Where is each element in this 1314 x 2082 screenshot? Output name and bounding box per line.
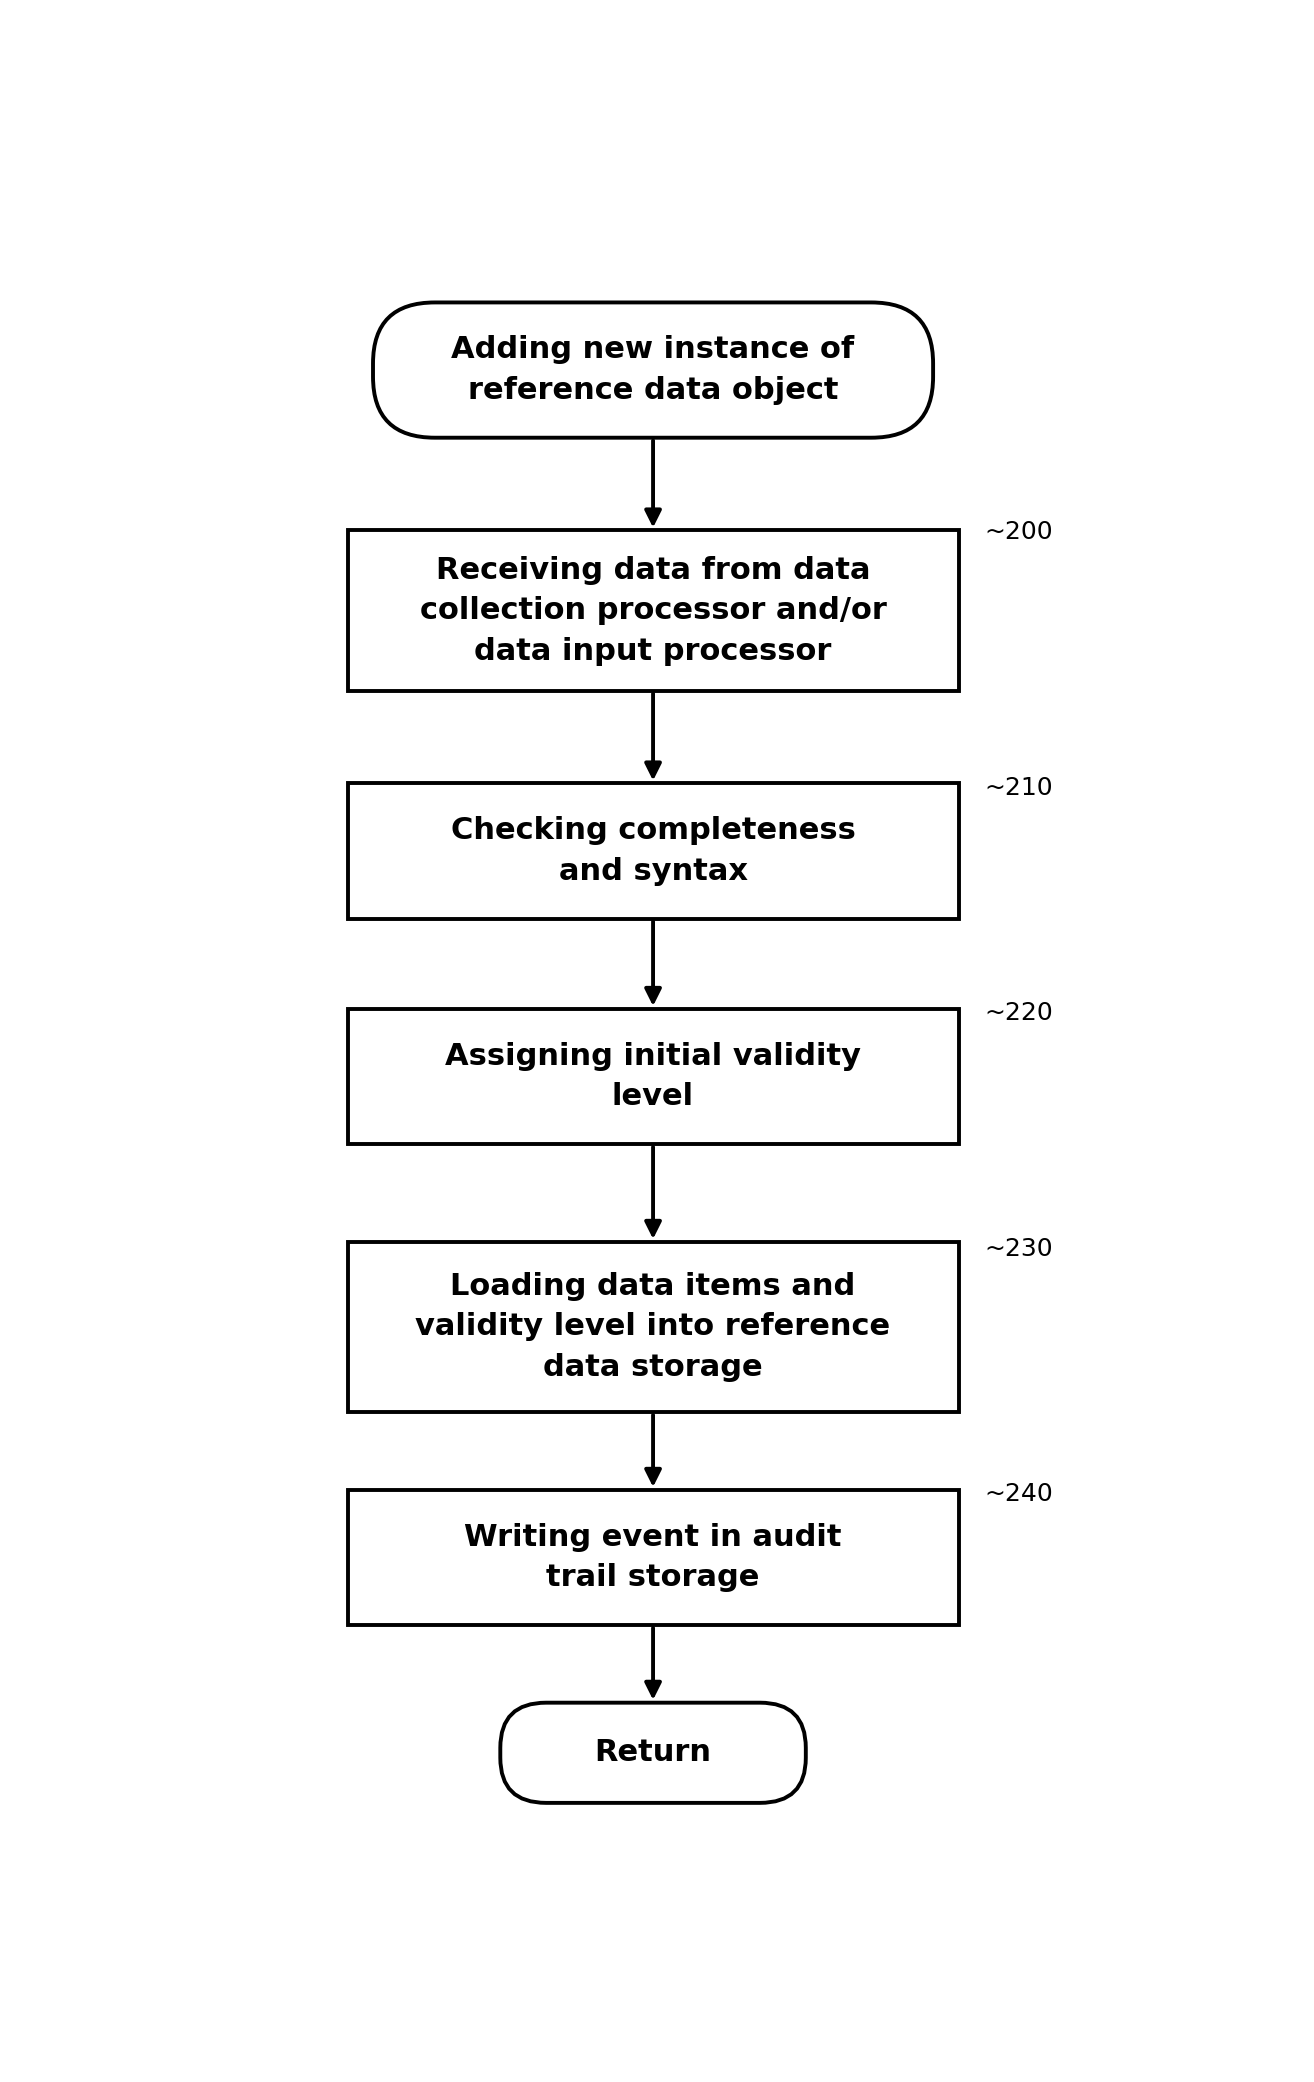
- Text: ~210: ~210: [984, 777, 1053, 799]
- Text: ~220: ~220: [984, 1001, 1053, 1024]
- Bar: [347, 531, 959, 691]
- Text: Loading data items and
validity level into reference
data storage: Loading data items and validity level in…: [415, 1272, 891, 1382]
- FancyBboxPatch shape: [373, 302, 933, 437]
- Text: ~240: ~240: [984, 1482, 1053, 1505]
- Text: Checking completeness
and syntax: Checking completeness and syntax: [451, 816, 855, 885]
- Text: Receiving data from data
collection processor and/or
data input processor: Receiving data from data collection proc…: [419, 556, 887, 666]
- Bar: [347, 783, 959, 918]
- Bar: [347, 1491, 959, 1626]
- Bar: [347, 1241, 959, 1412]
- Text: Writing event in audit
trail storage: Writing event in audit trail storage: [464, 1522, 842, 1593]
- Text: Adding new instance of
reference data object: Adding new instance of reference data ob…: [452, 335, 854, 404]
- Text: ~200: ~200: [984, 520, 1053, 543]
- Bar: [347, 1010, 959, 1145]
- Text: ~230: ~230: [984, 1237, 1053, 1262]
- FancyBboxPatch shape: [501, 1703, 805, 1803]
- Text: Assigning initial validity
level: Assigning initial validity level: [445, 1041, 861, 1112]
- Text: Return: Return: [594, 1738, 712, 1768]
